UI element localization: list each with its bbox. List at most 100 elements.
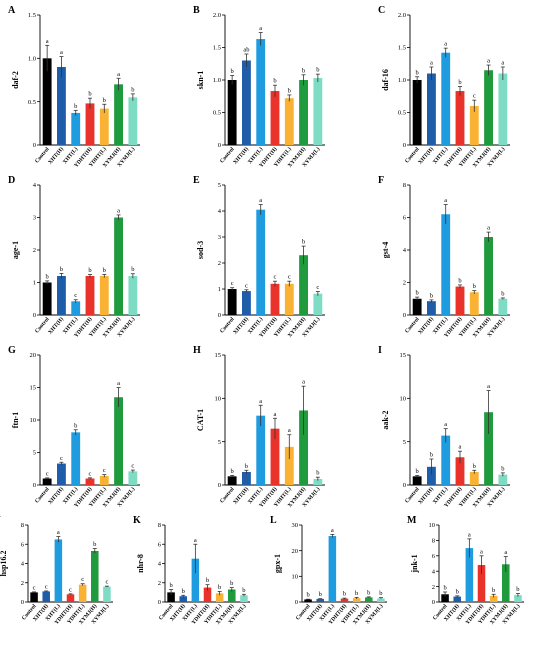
bar [313, 78, 323, 145]
significance-label: b [416, 69, 419, 76]
y-tick-label: 10 [400, 396, 407, 403]
y-tick-label: 0 [33, 312, 36, 319]
y-tick-label: 0.5 [28, 99, 36, 106]
chart-panel-b: Bskn-100.51.01.52.0bControlabXHT(H)aXHT(… [193, 5, 325, 169]
significance-label: c [45, 583, 48, 590]
significance-label: a [288, 427, 291, 434]
significance-label: a [331, 527, 334, 534]
significance-label: a [504, 549, 507, 556]
significance-label: b [88, 267, 91, 274]
y-tick-label: 1.0 [213, 77, 221, 84]
bar [114, 397, 123, 485]
chart-panel-f: Fgst-402468bControlbXHT(H)aXHT(L)bYDHT(H… [378, 175, 510, 339]
significance-label: b [430, 292, 433, 299]
significance-label: b [416, 290, 419, 297]
bar [484, 237, 493, 315]
y-tick-label: 6 [403, 215, 407, 222]
significance-label: b [93, 541, 96, 548]
y-tick-label: 0 [21, 599, 24, 606]
y-tick-label: 8 [403, 182, 406, 189]
bar [99, 475, 109, 485]
significance-label: c [231, 280, 234, 287]
y-tick-label: 4 [21, 561, 25, 568]
bar [469, 472, 479, 485]
y-tick-label: 4 [158, 561, 162, 568]
y-tick-label: 0 [218, 482, 221, 489]
y-tick-label: 0 [33, 142, 36, 149]
bar [191, 558, 200, 602]
bar [412, 298, 422, 315]
bar [85, 478, 95, 485]
y-axis-label: jnk-1 [410, 554, 419, 573]
significance-label: b [302, 239, 305, 246]
bar [78, 584, 87, 602]
bar [427, 73, 436, 145]
y-tick-label: 2 [33, 247, 36, 254]
significance-label: b [316, 67, 319, 74]
y-tick-label: 8 [158, 522, 161, 529]
significance-label: a [274, 411, 277, 418]
bar [227, 289, 237, 315]
bar [304, 599, 312, 602]
bar [179, 596, 187, 602]
significance-label: a [259, 25, 262, 32]
bar [227, 476, 237, 485]
significance-label: b [131, 266, 134, 273]
y-tick-label: 0 [158, 599, 161, 606]
y-tick-label: 20 [30, 352, 37, 359]
panel-letter: E [193, 175, 200, 186]
significance-label: ab [243, 47, 249, 54]
bar [114, 217, 123, 315]
significance-label: a [46, 38, 49, 45]
bar [85, 276, 95, 315]
y-axis-label: gpx-1 [273, 554, 282, 573]
bar [128, 471, 138, 485]
significance-label: a [444, 421, 447, 428]
bar [71, 112, 81, 145]
bar [455, 91, 465, 145]
bar [66, 594, 75, 602]
significance-label: b [416, 468, 419, 475]
bar [99, 108, 109, 145]
bar [99, 276, 109, 315]
y-tick-label: 0 [295, 599, 298, 606]
y-tick-label: 1.5 [28, 12, 36, 19]
y-axis-label: age-1 [11, 241, 20, 259]
bar [299, 410, 308, 485]
y-tick-label: 10 [30, 417, 37, 424]
bar [465, 548, 474, 602]
significance-label: a [501, 60, 504, 67]
significance-label: a [480, 548, 483, 555]
bar [242, 291, 251, 315]
y-tick-label: 15 [215, 352, 222, 359]
significance-label: c [46, 470, 49, 477]
y-tick-label: 3 [33, 215, 36, 222]
y-tick-label: 5 [218, 182, 221, 189]
significance-label: b [319, 591, 322, 598]
chart-panel-k: Knhr-802468bControlbXHT(H)aXHT(L)bYDHT(H… [133, 515, 250, 626]
significance-label: b [473, 283, 476, 290]
y-tick-label: 4 [33, 182, 37, 189]
significance-label: c [89, 470, 92, 477]
bar [514, 595, 522, 602]
y-tick-label: 2.0 [398, 12, 406, 19]
bar [365, 597, 373, 602]
panel-letter: F [378, 175, 384, 186]
bar [502, 564, 510, 602]
chart-panel-d: Dage-101234bControlbXHT(H)cXHT(L)bYDHT(H… [8, 175, 140, 339]
chart-panel-h: HCAT-1051015bControlbXHT(H)aXHT(L)aYDHT(… [193, 345, 325, 509]
significance-label: b [245, 463, 248, 470]
significance-label: a [487, 225, 490, 232]
bar [377, 598, 385, 602]
significance-label: b [430, 452, 433, 459]
bar [313, 478, 323, 485]
significance-label: b [231, 68, 234, 75]
bar [42, 478, 52, 485]
bar [484, 70, 493, 145]
panel-letter: K [133, 515, 141, 526]
y-axis-label: sod-3 [196, 241, 205, 259]
bar [85, 103, 95, 145]
significance-label: b [456, 588, 459, 595]
significance-label: a [117, 380, 120, 387]
